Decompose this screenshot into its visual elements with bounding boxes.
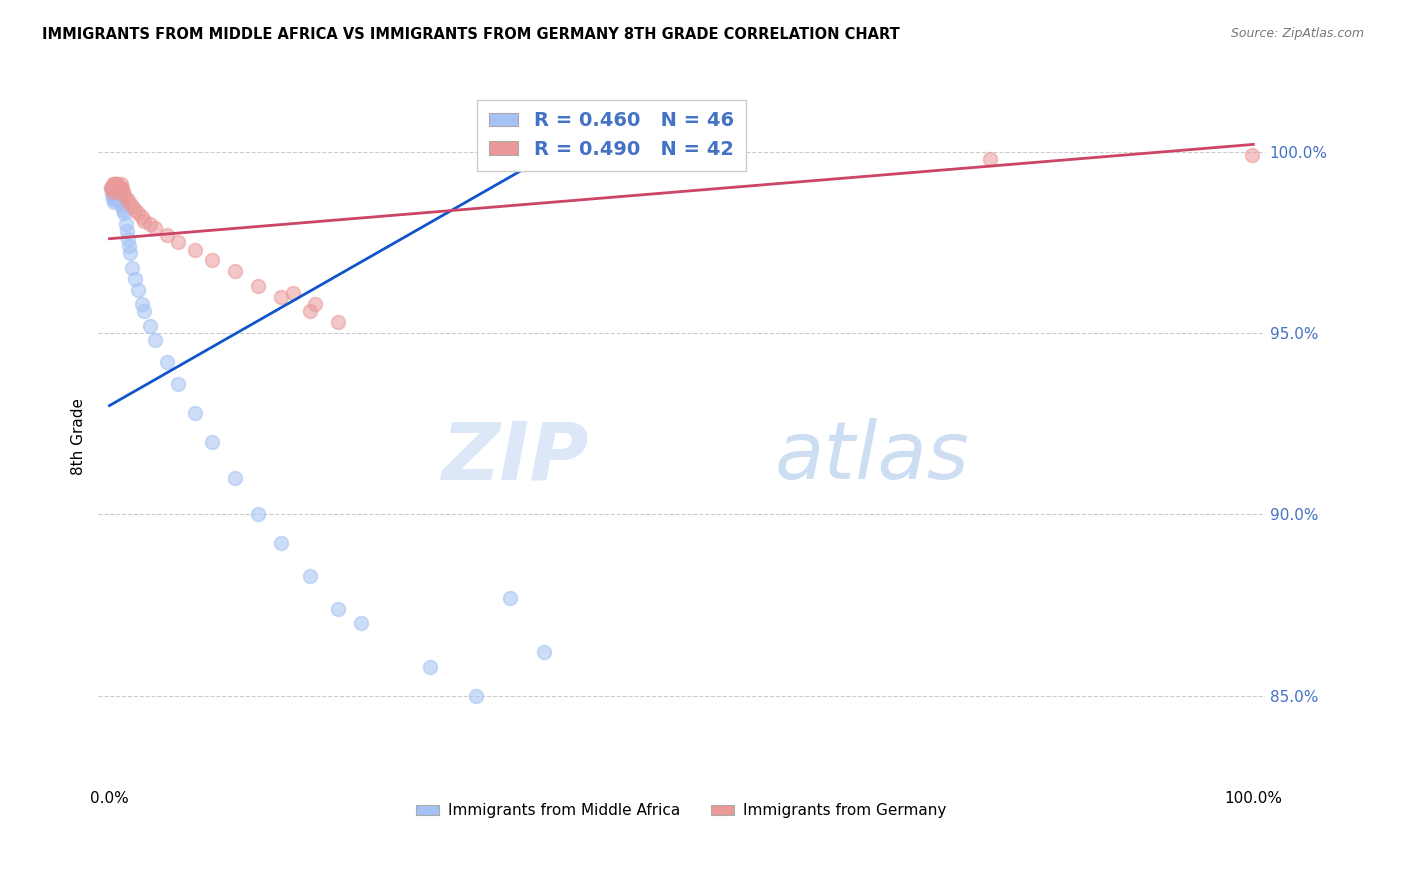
Point bbox=[979, 152, 1001, 166]
Point bbox=[105, 178, 128, 192]
Point bbox=[108, 181, 131, 195]
Text: ZIP: ZIP bbox=[440, 418, 588, 497]
Point bbox=[101, 185, 124, 199]
Point bbox=[112, 188, 135, 202]
Point bbox=[184, 243, 207, 257]
Point bbox=[103, 188, 125, 202]
Point bbox=[104, 178, 127, 192]
Point bbox=[247, 278, 270, 293]
Point bbox=[107, 181, 129, 195]
Point bbox=[328, 315, 350, 329]
Point bbox=[110, 181, 132, 195]
Point bbox=[131, 297, 153, 311]
Point bbox=[100, 181, 122, 195]
Point bbox=[270, 536, 292, 550]
Point bbox=[108, 192, 131, 206]
Point bbox=[298, 304, 321, 318]
Point bbox=[108, 185, 131, 199]
Point bbox=[114, 217, 136, 231]
Text: atlas: atlas bbox=[775, 418, 970, 497]
Point bbox=[328, 601, 350, 615]
Point bbox=[101, 178, 124, 192]
Point bbox=[115, 224, 138, 238]
Point bbox=[201, 253, 224, 268]
Point bbox=[131, 210, 153, 224]
Point bbox=[104, 192, 127, 206]
Point bbox=[184, 406, 207, 420]
Point bbox=[110, 188, 132, 202]
Point bbox=[112, 206, 135, 220]
Point bbox=[298, 569, 321, 583]
Point bbox=[419, 659, 441, 673]
Point bbox=[132, 304, 155, 318]
Point bbox=[224, 264, 246, 278]
Point bbox=[143, 333, 166, 347]
Point bbox=[138, 318, 160, 333]
Point bbox=[105, 188, 128, 202]
Point bbox=[104, 181, 127, 195]
Point bbox=[533, 645, 555, 659]
Point bbox=[138, 217, 160, 231]
Point bbox=[103, 178, 125, 192]
Point bbox=[107, 185, 129, 199]
Point bbox=[167, 235, 190, 250]
Point bbox=[167, 376, 190, 391]
Point bbox=[464, 689, 486, 703]
Point bbox=[270, 290, 292, 304]
Text: IMMIGRANTS FROM MIDDLE AFRICA VS IMMIGRANTS FROM GERMANY 8TH GRADE CORRELATION C: IMMIGRANTS FROM MIDDLE AFRICA VS IMMIGRA… bbox=[42, 27, 900, 42]
Point bbox=[101, 185, 124, 199]
Point bbox=[105, 181, 128, 195]
Point bbox=[107, 195, 129, 210]
Point bbox=[224, 471, 246, 485]
Point bbox=[1241, 148, 1264, 162]
Point bbox=[143, 220, 166, 235]
Point bbox=[112, 185, 135, 199]
Point bbox=[121, 260, 143, 275]
Point bbox=[103, 195, 125, 210]
Point bbox=[499, 591, 522, 605]
Point bbox=[127, 206, 149, 220]
Point bbox=[107, 188, 129, 202]
Point bbox=[132, 213, 155, 227]
Point bbox=[281, 286, 304, 301]
Point bbox=[107, 181, 129, 195]
Point bbox=[111, 199, 134, 213]
Point bbox=[124, 202, 146, 217]
Point bbox=[120, 246, 142, 260]
Point bbox=[107, 192, 129, 206]
Text: Source: ZipAtlas.com: Source: ZipAtlas.com bbox=[1230, 27, 1364, 40]
Point bbox=[127, 283, 149, 297]
Point bbox=[107, 178, 129, 192]
Point bbox=[304, 297, 326, 311]
Point bbox=[201, 434, 224, 449]
Point bbox=[115, 192, 138, 206]
Point bbox=[110, 178, 132, 192]
Y-axis label: 8th Grade: 8th Grade bbox=[72, 398, 86, 475]
Point bbox=[107, 188, 129, 202]
Point bbox=[110, 195, 132, 210]
Point bbox=[100, 188, 122, 202]
Point bbox=[124, 271, 146, 285]
Point bbox=[100, 181, 122, 195]
Point bbox=[101, 192, 124, 206]
Point bbox=[121, 199, 143, 213]
Point bbox=[350, 616, 373, 631]
Point bbox=[112, 202, 135, 217]
Point bbox=[117, 232, 139, 246]
Legend: Immigrants from Middle Africa, Immigrants from Germany: Immigrants from Middle Africa, Immigrant… bbox=[411, 797, 953, 824]
Point bbox=[100, 181, 122, 195]
Point bbox=[156, 355, 179, 369]
Point bbox=[103, 181, 125, 195]
Point bbox=[156, 228, 179, 243]
Point bbox=[247, 508, 270, 522]
Point bbox=[118, 239, 141, 253]
Point bbox=[118, 195, 141, 210]
Point bbox=[104, 185, 127, 199]
Point bbox=[111, 181, 134, 195]
